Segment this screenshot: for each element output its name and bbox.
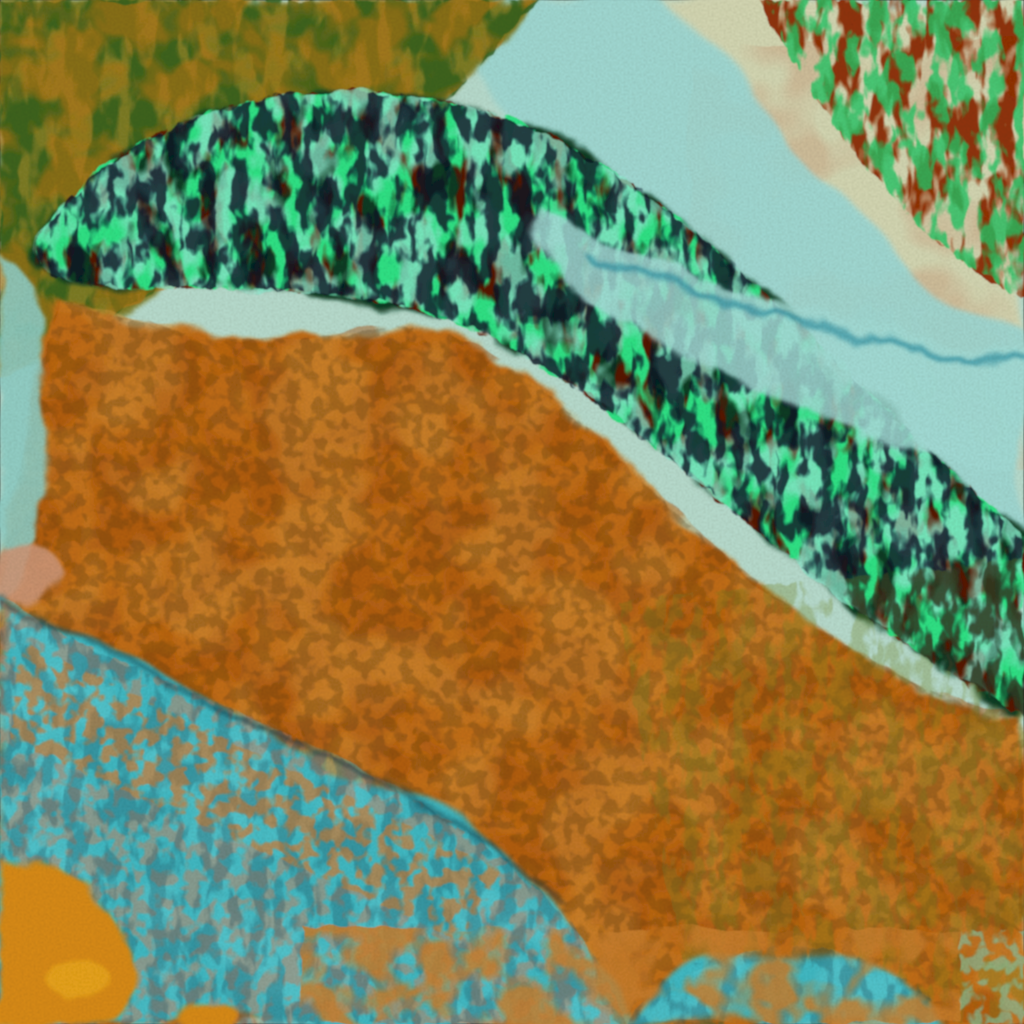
satellite-image bbox=[0, 0, 1024, 1024]
satellite-scene bbox=[0, 0, 1024, 1024]
grain-overlay bbox=[0, 0, 1024, 1024]
